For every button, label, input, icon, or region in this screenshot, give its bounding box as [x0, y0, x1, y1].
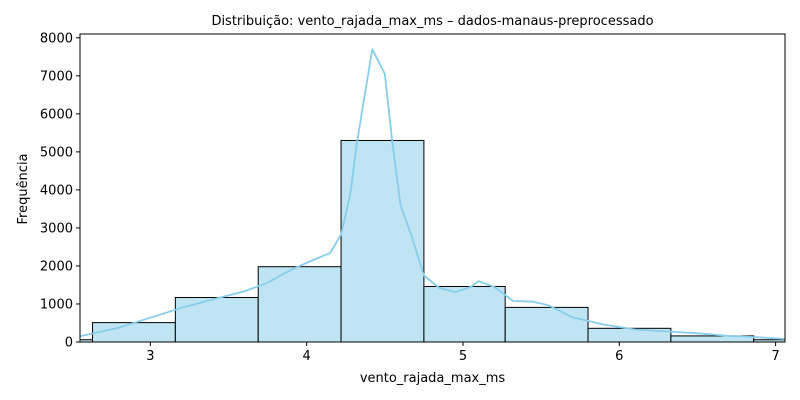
histogram-bar-1 [92, 322, 176, 343]
y-tick-label-0: 0 [65, 336, 73, 351]
y-tick-label-8: 8000 [40, 31, 73, 46]
histogram-bar-3 [257, 266, 342, 343]
x-tick-label-2: 5 [459, 349, 467, 364]
y-tick-label-6: 6000 [40, 107, 73, 122]
histogram-bar-5 [423, 285, 506, 343]
x-tick-label-0: 3 [146, 349, 154, 364]
x-tick-label-1: 4 [303, 349, 311, 364]
y-tick-label-7: 7000 [40, 69, 73, 84]
histogram-bar-4 [340, 139, 425, 343]
y-axis-label: Frequência [16, 153, 31, 224]
y-tick-label-3: 3000 [40, 221, 73, 236]
y-tick-label-4: 4000 [40, 183, 73, 198]
plot-area: 3 4 5 6 7 0 1000 2000 3000 4000 5000 6000 7000 8000 [40, 31, 786, 364]
y-tick-label-5: 5000 [40, 145, 73, 160]
y-tick-label-1: 1000 [40, 297, 73, 312]
histogram-bar-6 [504, 306, 589, 343]
x-tick-label-4: 7 [771, 349, 779, 364]
x-axis-label: vento_rajada_max_ms [360, 371, 506, 386]
x-tick-label-3: 6 [615, 349, 623, 364]
y-tick-label-2: 2000 [40, 259, 73, 274]
plot-frame [79, 33, 786, 343]
kde-line [79, 48, 786, 340]
histogram-bar-2 [174, 297, 259, 343]
chart-title: Distribuição: vento_rajada_max_ms – dado… [211, 14, 653, 29]
